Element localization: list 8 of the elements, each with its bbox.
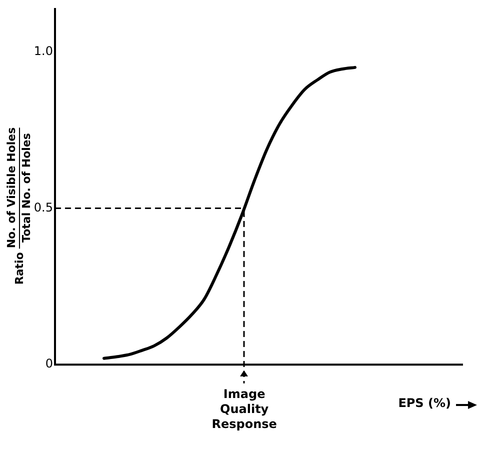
text: No. of Visible Holes — [5, 127, 20, 248]
y-axis-title: Ratio — [12, 252, 26, 285]
y-tick-label: 0.5 — [34, 200, 53, 214]
text: Total No. of Holes — [20, 133, 33, 242]
x-axis-title: EPS (%) — [398, 396, 451, 410]
text: Image Quality Response — [210, 386, 278, 432]
y-tick-label: 0 — [45, 356, 53, 371]
y-tick-label: 1.0 — [34, 44, 53, 58]
